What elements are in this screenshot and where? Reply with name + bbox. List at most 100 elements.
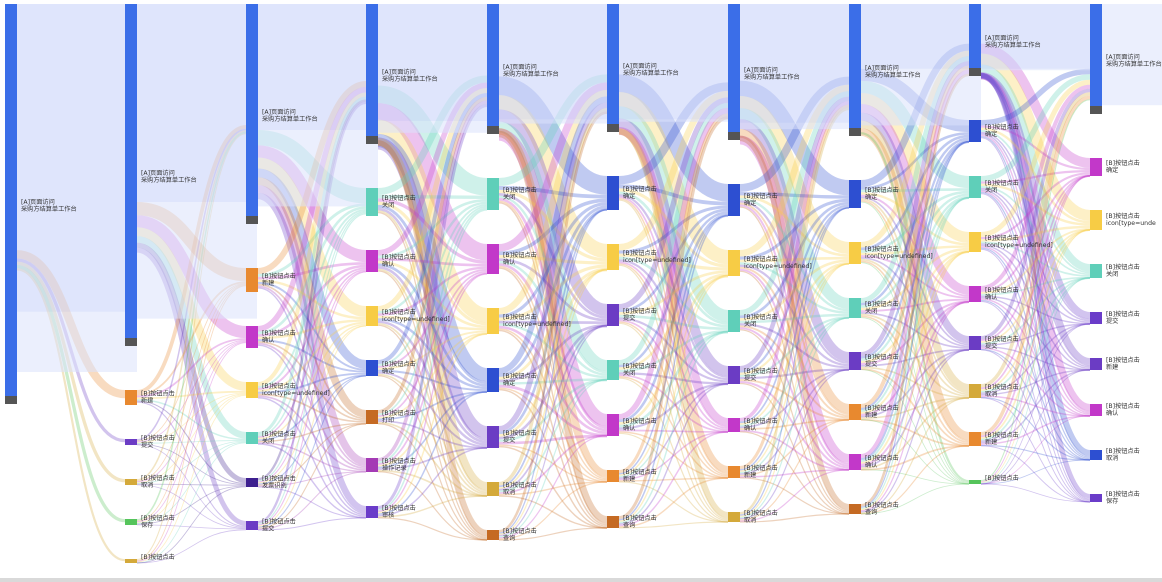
sankey-node-bar[interactable]	[1090, 158, 1102, 176]
sankey-node-bar[interactable]	[728, 4, 740, 140]
sankey-node-bar[interactable]	[1090, 312, 1102, 324]
sankey-node-bar[interactable]	[246, 432, 258, 444]
sankey-node-bar[interactable]	[487, 308, 499, 334]
sankey-node-bar[interactable]	[366, 410, 378, 424]
sankey-node-bar[interactable]	[849, 454, 861, 470]
sankey-node-bar[interactable]	[728, 466, 740, 478]
sankey-node-bar[interactable]	[849, 504, 861, 514]
sankey-node-bar[interactable]	[246, 521, 258, 530]
sankey-node-bar[interactable]	[125, 479, 137, 485]
sankey-node-bar[interactable]	[728, 418, 740, 432]
sankey-node-bar[interactable]	[125, 4, 137, 346]
sankey-node-bar[interactable]	[246, 478, 258, 487]
sankey-node-bar[interactable]	[246, 382, 258, 398]
sankey-node-bar[interactable]	[366, 250, 378, 272]
sankey-node-bar[interactable]	[487, 244, 499, 274]
sankey-node-bar[interactable]	[366, 458, 378, 472]
sankey-node-bar[interactable]	[728, 184, 740, 216]
sankey-node-bar[interactable]	[728, 250, 740, 276]
sankey-node-bar[interactable]	[607, 414, 619, 436]
sankey-node-bar[interactable]	[125, 559, 137, 563]
sankey-node-bar[interactable]	[969, 384, 981, 398]
sankey-node-bar[interactable]	[5, 4, 17, 404]
sankey-node-bar[interactable]	[487, 178, 499, 210]
sankey-node-bar[interactable]	[487, 426, 499, 448]
sankey-node-bar[interactable]	[969, 286, 981, 302]
sankey-node-bar[interactable]	[1090, 210, 1102, 230]
sankey-node-bar[interactable]	[1090, 358, 1102, 370]
sankey-node-bar[interactable]	[607, 516, 619, 528]
sankey-node-bar[interactable]	[125, 439, 137, 445]
sankey-node-bar[interactable]	[607, 304, 619, 326]
sankey-node-bar[interactable]	[607, 244, 619, 270]
sankey-node[interactable]: [B]按钮点击	[125, 553, 175, 563]
sankey-node-bar[interactable]	[728, 310, 740, 332]
sankey-node-bar[interactable]	[366, 4, 378, 144]
sankey-node-bar[interactable]	[969, 232, 981, 252]
sankey-node-bar[interactable]	[728, 512, 740, 522]
sankey-node-bar[interactable]	[487, 4, 499, 134]
sankey-node-bar[interactable]	[607, 176, 619, 210]
sankey-node-bar[interactable]	[849, 242, 861, 264]
sankey-node-bar[interactable]	[246, 326, 258, 348]
sankey-node-bar[interactable]	[849, 352, 861, 370]
sankey-node-bar[interactable]	[969, 432, 981, 446]
sankey-node-bar[interactable]	[969, 176, 981, 198]
sankey-node-bar[interactable]	[246, 268, 258, 292]
sankey-node-bar[interactable]	[969, 120, 981, 142]
sankey-node-bar[interactable]	[246, 4, 258, 224]
sankey-node-bar[interactable]	[366, 506, 378, 518]
sankey-node-bar[interactable]	[607, 4, 619, 132]
sankey-node-bar[interactable]	[607, 360, 619, 380]
sankey-node-bar[interactable]	[849, 4, 861, 136]
